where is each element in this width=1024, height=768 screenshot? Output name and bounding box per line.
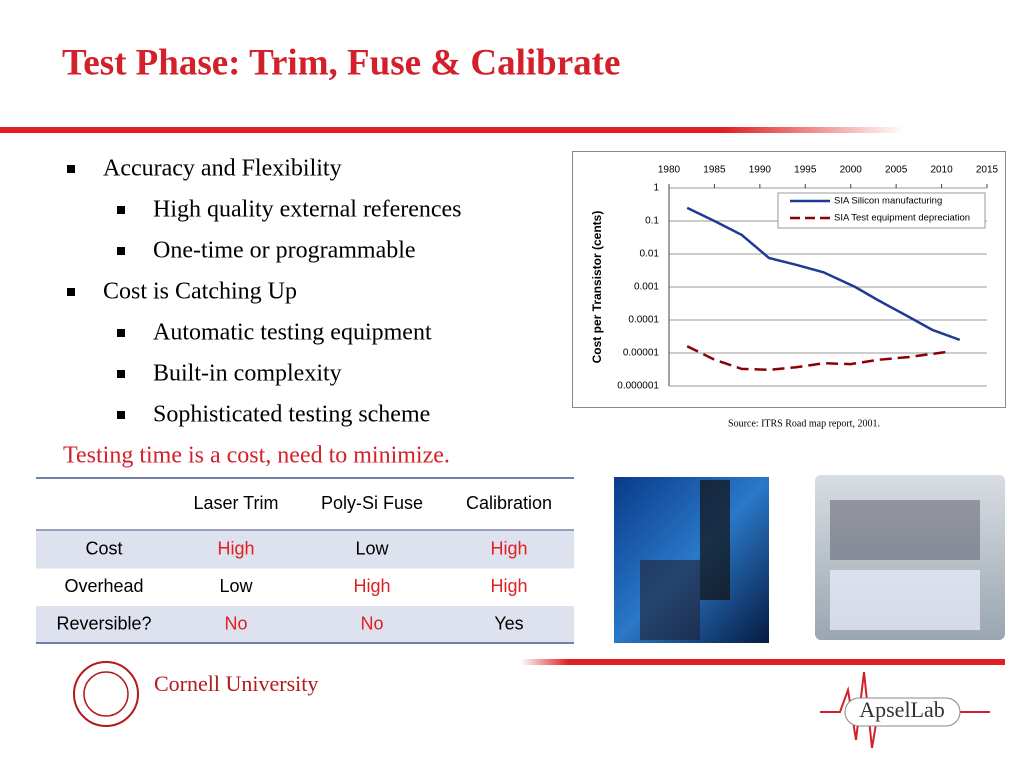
- cell: Low: [355, 538, 389, 558]
- cell: High: [353, 576, 390, 596]
- column-header: Laser Trim: [193, 493, 278, 513]
- x-tick-label: 1980: [658, 165, 681, 176]
- legend-label: SIA Silicon manufacturing: [834, 196, 942, 207]
- x-tick-label: 1985: [703, 165, 726, 176]
- cell: Yes: [494, 613, 523, 633]
- photo-detail: [700, 480, 730, 600]
- y-tick-label: 0.1: [645, 216, 659, 227]
- cell: High: [490, 538, 527, 558]
- bullet-marker: [117, 206, 125, 214]
- slide-title: Test Phase: Trim, Fuse & Calibrate: [62, 42, 620, 83]
- photo-detail: [830, 500, 980, 560]
- column-header: Poly-Si Fuse: [321, 493, 423, 513]
- apsellab-logo: ApselLab: [859, 697, 945, 722]
- y-tick-label: 0.0001: [628, 315, 659, 326]
- row-band: [36, 606, 574, 644]
- cornell-logo: Cornell University: [154, 671, 318, 696]
- legend-box: [777, 192, 986, 229]
- y-axis-label: Cost per Transistor (cents): [590, 211, 604, 364]
- x-tick-label: 1990: [749, 165, 772, 176]
- photo-detail: [830, 570, 980, 630]
- photo-detail: [640, 560, 700, 640]
- bullet-text: Cost is Catching Up: [103, 279, 297, 305]
- y-tick-label: 0.001: [634, 282, 659, 293]
- cell: Low: [219, 576, 253, 596]
- cornell-seal: [83, 671, 129, 717]
- x-tick-label: 2000: [840, 165, 863, 176]
- x-tick-label: 2015: [976, 165, 999, 176]
- legend-label: SIA Test equipment depreciation: [834, 213, 970, 224]
- bullet-text: Accuracy and Flexibility: [103, 156, 342, 182]
- column-header: Calibration: [466, 493, 552, 513]
- row-label: Reversible?: [56, 613, 151, 633]
- cell: High: [490, 576, 527, 596]
- cell: High: [217, 538, 254, 558]
- y-tick-label: 0.00001: [623, 348, 660, 359]
- bullet-marker: [67, 165, 75, 173]
- note: Testing time is a cost, need to minimize…: [63, 443, 450, 469]
- title-rule: [0, 127, 905, 133]
- footer-rule: [520, 659, 1005, 665]
- chart-frame: [572, 151, 1006, 408]
- y-tick-label: 0.000001: [617, 381, 659, 392]
- source: Source: ITRS Road map report, 2001.: [728, 418, 880, 429]
- apsellab-badge: [844, 697, 961, 727]
- series-line: [686, 345, 947, 372]
- bullet-text: Built-in complexity: [153, 361, 342, 387]
- bullet-text: High quality external references: [153, 197, 462, 223]
- cornell-seal: [73, 661, 139, 727]
- row-band: [36, 531, 574, 569]
- bullet-text: One-time or programmable: [153, 238, 416, 264]
- x-tick-label: 1995: [794, 165, 817, 176]
- x-tick-label: 2005: [885, 165, 908, 176]
- x-tick-label: 2010: [930, 165, 953, 176]
- y-tick-label: 0.01: [640, 249, 660, 260]
- bullet-marker: [117, 411, 125, 419]
- series-line: [686, 206, 961, 342]
- bullet-text: Automatic testing equipment: [153, 320, 432, 346]
- bullet-marker: [117, 370, 125, 378]
- row-label: Overhead: [64, 576, 143, 596]
- bullet-marker: [67, 288, 75, 296]
- bullet-marker: [117, 247, 125, 255]
- row-label: Cost: [85, 538, 122, 558]
- bullet-text: Sophisticated testing scheme: [153, 402, 430, 428]
- y-tick-label: 1: [653, 183, 659, 194]
- cell: No: [224, 613, 247, 633]
- bullet-marker: [117, 329, 125, 337]
- cell: No: [360, 613, 383, 633]
